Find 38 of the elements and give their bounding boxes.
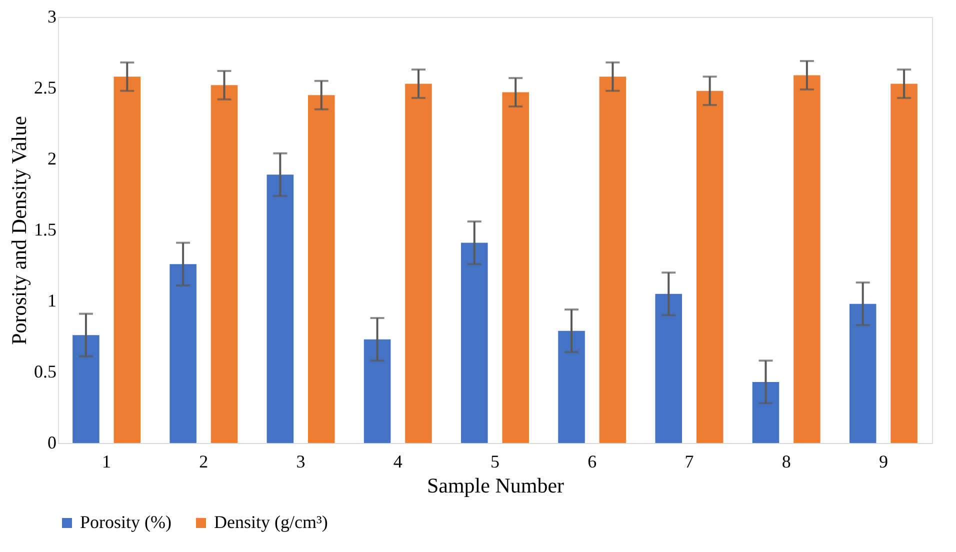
- bar: [170, 264, 196, 443]
- bar: [461, 242, 488, 443]
- y-tick-label: 0.5: [34, 362, 56, 382]
- bar: [405, 84, 432, 443]
- y-tick-label: 0: [48, 432, 56, 452]
- bar: [266, 174, 294, 443]
- x-tick-label: 3: [296, 452, 306, 472]
- legend-label: Porosity (%): [80, 512, 172, 532]
- x-tick-label: 6: [588, 452, 597, 472]
- bar: [364, 339, 391, 443]
- x-tick-label: 7: [684, 452, 694, 472]
- x-tick-label: 1: [102, 452, 112, 472]
- bar: [210, 85, 238, 443]
- x-tick-label: 5: [490, 452, 500, 472]
- y-tick-label: 1: [48, 290, 56, 310]
- x-tick-label: 8: [782, 452, 791, 472]
- x-axis-title: Sample Number: [426, 474, 564, 498]
- bar: [558, 330, 585, 443]
- bar: [72, 335, 100, 443]
- bar: [794, 75, 820, 443]
- bar: [599, 76, 626, 443]
- y-axis-title: Porosity and Density Value: [7, 116, 31, 345]
- bar: [849, 304, 876, 443]
- y-tick-label: 3: [48, 6, 56, 26]
- bar: [502, 92, 529, 443]
- bar: [696, 90, 724, 443]
- legend-label: Density (g/cm³): [214, 512, 328, 532]
- bar: [655, 294, 682, 443]
- bar: [308, 95, 335, 443]
- x-tick-label: 4: [393, 452, 402, 472]
- bar: [114, 76, 141, 443]
- y-tick-label: 2.5: [34, 78, 56, 98]
- bar: [890, 84, 918, 443]
- x-tick-label: 2: [199, 452, 208, 472]
- bar: [752, 382, 780, 443]
- y-tick-label: 1.5: [34, 220, 56, 240]
- x-tick-label: 9: [878, 452, 888, 472]
- y-tick-label: 2: [48, 148, 56, 168]
